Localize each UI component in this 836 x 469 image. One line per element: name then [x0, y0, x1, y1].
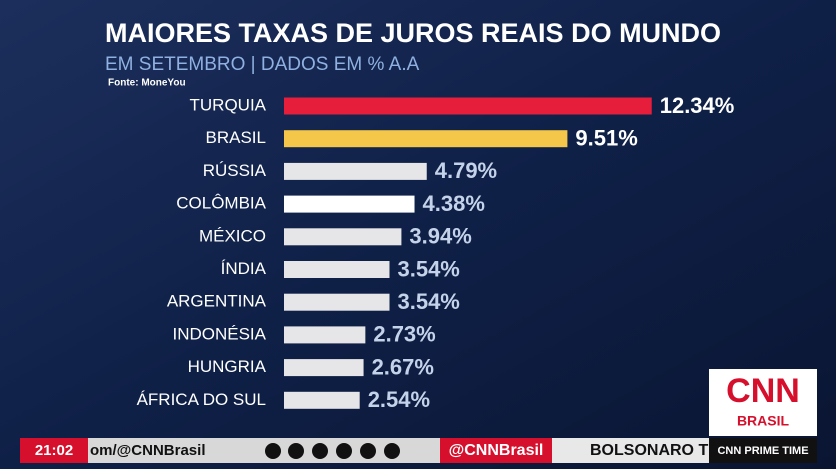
bar: [284, 228, 402, 246]
chart-subtitle: EM SETEMBRO | DADOS EM % A.A: [105, 54, 420, 75]
bar: [284, 195, 415, 213]
clock-box: [20, 438, 88, 463]
value-label: 9.51%: [575, 126, 637, 151]
value-label: 3.54%: [397, 256, 459, 281]
chart-title: MAIORES TAXAS DE JUROS REAIS DO MUNDO: [105, 18, 721, 48]
headline-box: [552, 438, 709, 463]
category-label: ÍNDIA: [221, 259, 267, 278]
category-label: INDONÉSIA: [172, 324, 266, 343]
handle: @CNNBrasil: [449, 442, 544, 459]
category-label: ARGENTINA: [167, 292, 267, 311]
program-box: [709, 438, 817, 463]
bar: [284, 97, 652, 115]
bar: [284, 162, 427, 180]
value-label: 3.94%: [409, 224, 471, 249]
bar-chart: TURQUIA 12.34% BRASIL 9.51% RÚSSIA 4.79% COLÔM…: [137, 93, 735, 412]
clock: 21:02: [35, 442, 73, 459]
value-label: 3.54%: [397, 289, 459, 314]
headline: BOLSONARO TE: [590, 442, 719, 459]
category-label: BRASIL: [206, 128, 266, 147]
category-label: MÉXICO: [199, 226, 266, 245]
bar: [284, 391, 360, 409]
social-icons: [265, 443, 400, 459]
program: CNN PRIME TIME: [717, 445, 808, 457]
bar: [284, 359, 364, 377]
bar: [284, 130, 568, 148]
value-label: 2.54%: [368, 387, 430, 412]
bar: [284, 326, 366, 344]
bar: [284, 293, 390, 311]
chart-source: Fonte: MoneYou: [108, 78, 186, 89]
value-label: 2.73%: [373, 322, 435, 347]
logo-box: [709, 369, 817, 436]
ticker-handle: om/@CNNBrasil: [90, 442, 205, 459]
bar: [284, 261, 390, 278]
value-label: 2.67%: [372, 354, 434, 379]
ticker-social: [88, 438, 440, 463]
value-label: 4.38%: [423, 191, 485, 216]
value-label: 4.79%: [435, 158, 497, 183]
category-label: COLÔMBIA: [176, 194, 266, 213]
category-label: TURQUIA: [190, 95, 267, 114]
category-label: HUNGRIA: [188, 357, 267, 376]
value-label: 12.34%: [660, 93, 735, 118]
logo-sub: BRASIL: [737, 413, 790, 429]
category-label: RÚSSIA: [203, 161, 267, 180]
category-label: ÁFRICA DO SUL: [137, 390, 266, 409]
logo: CNN: [726, 372, 800, 410]
handle-box: [440, 438, 552, 463]
